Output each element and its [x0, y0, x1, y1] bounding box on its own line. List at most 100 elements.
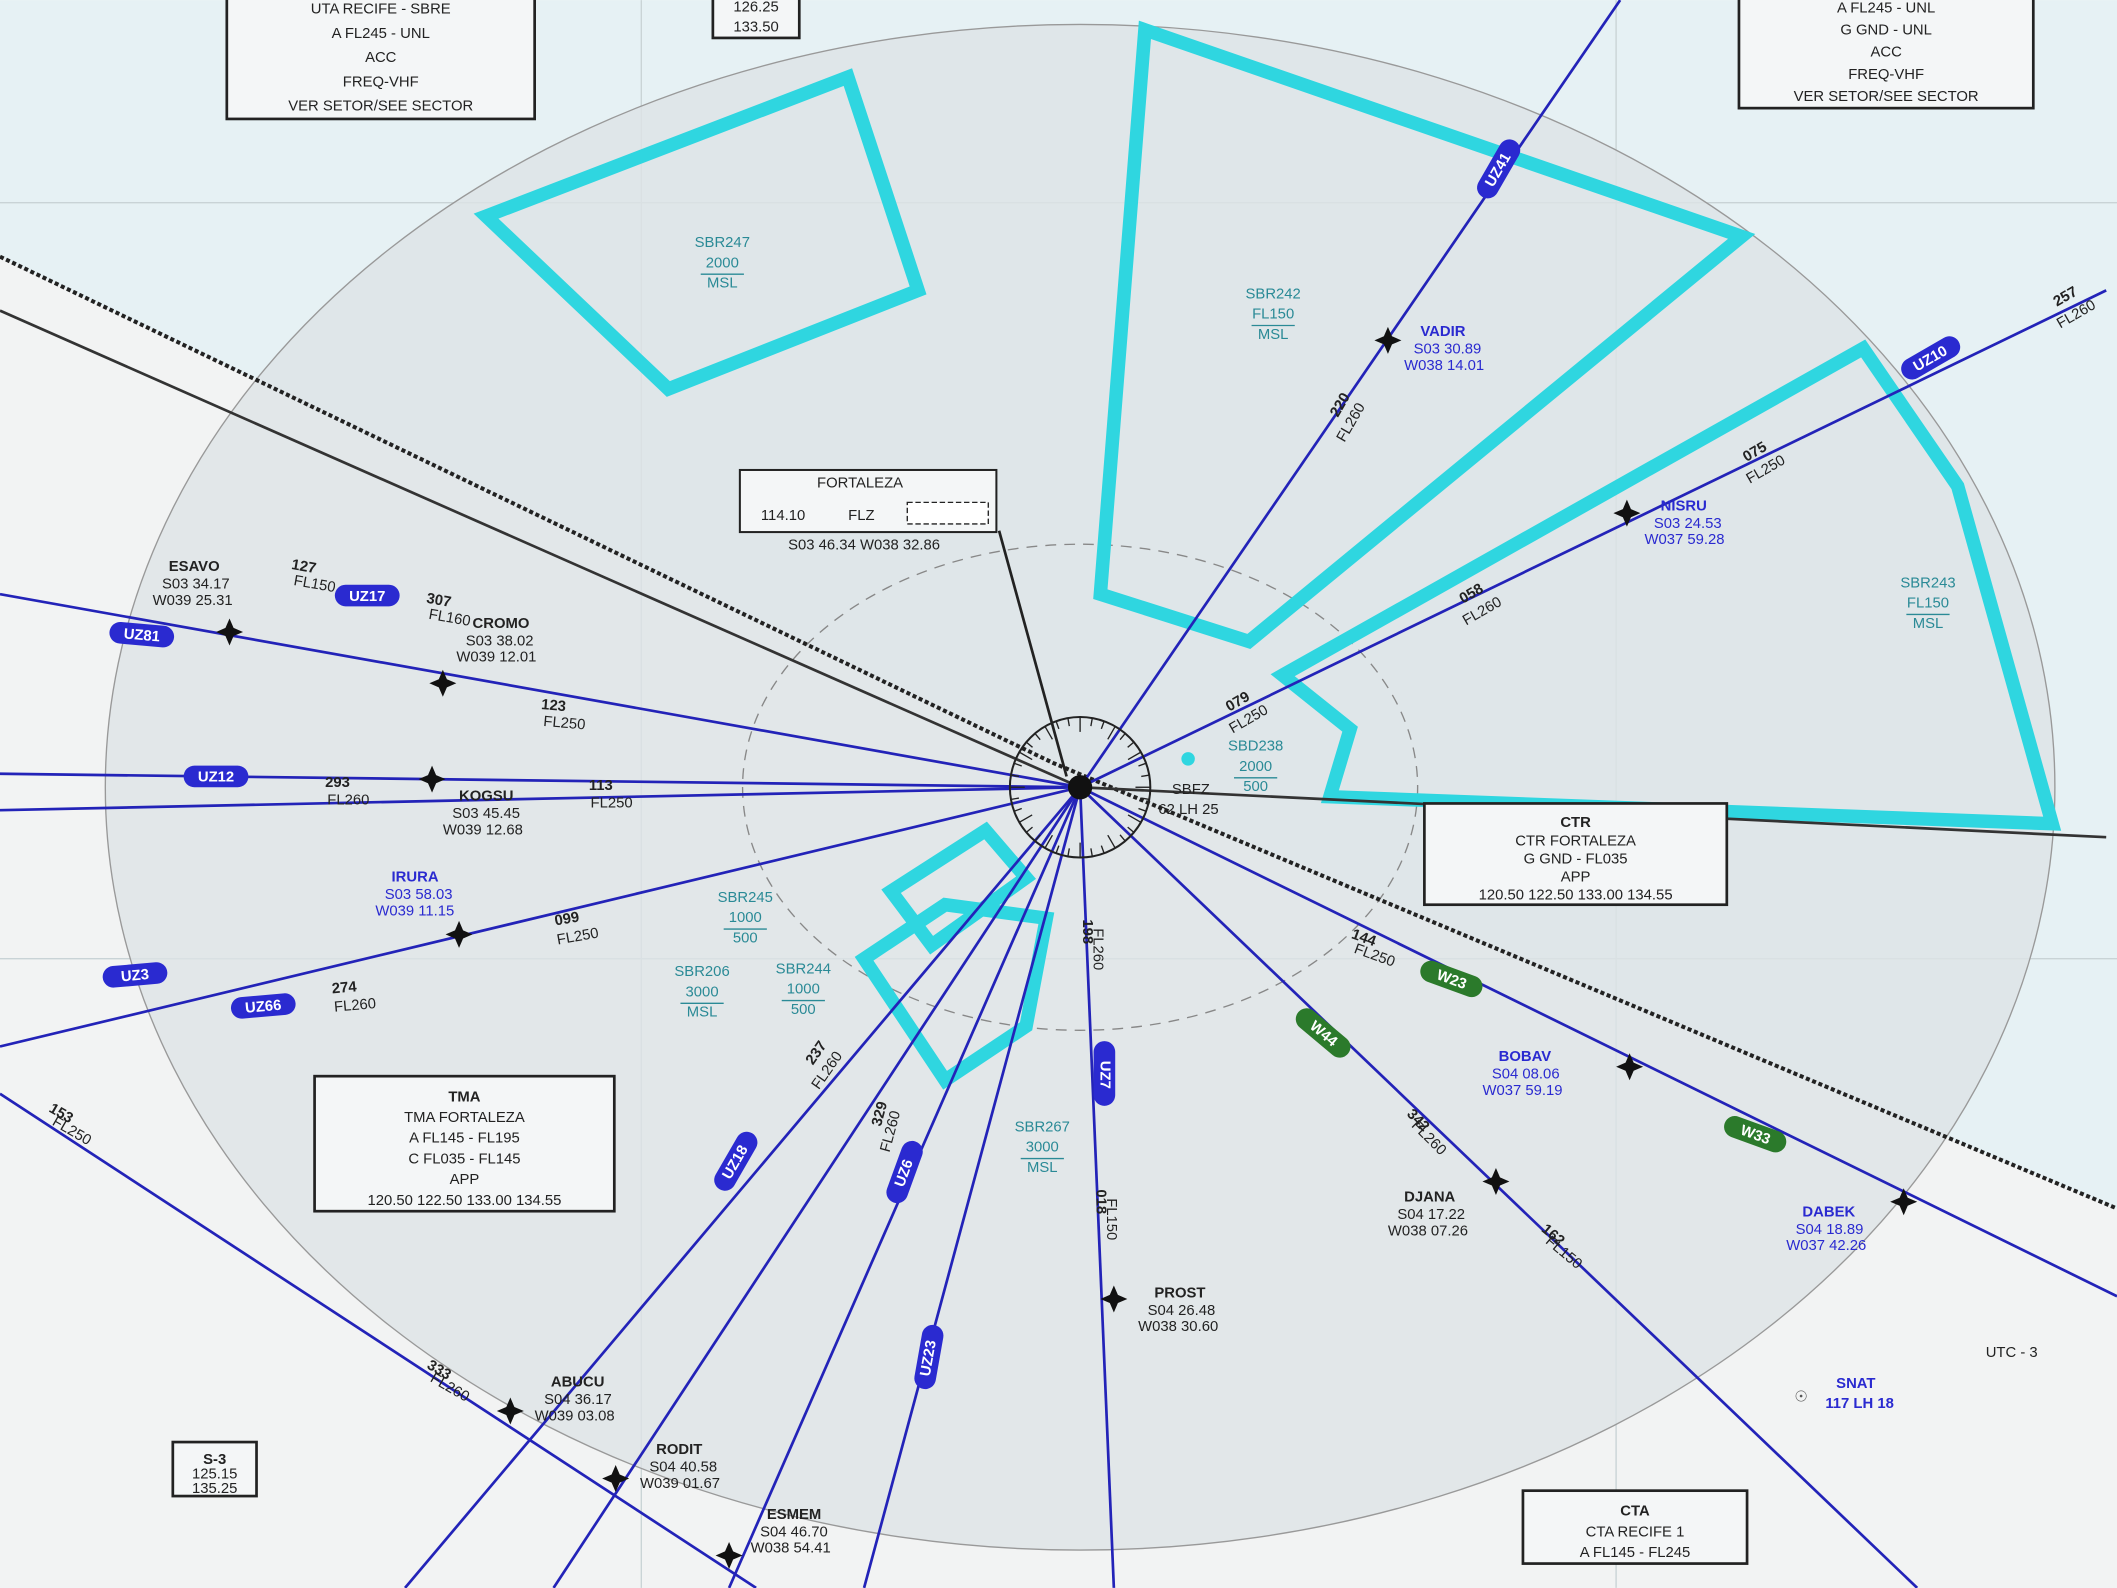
waypoint-name: NISRU	[1661, 498, 1707, 514]
box-line: A FL245 - UNL	[1837, 0, 1935, 16]
waypoint-lon: W039 12.68	[443, 822, 523, 838]
area-ref: MSL	[1027, 1160, 1058, 1176]
waypoint-lat: S04 26.48	[1148, 1303, 1216, 1319]
box-line: CTR	[1560, 815, 1591, 831]
box-line: VER SETOR/SEE SECTOR	[1794, 89, 1979, 105]
waypoint-lon: W037 42.26	[1786, 1238, 1866, 1254]
waypoint-name: PROST	[1154, 1285, 1205, 1301]
box-line: G GND - FL035	[1524, 851, 1628, 867]
area-ref: MSL	[1258, 327, 1289, 343]
area-limit: 2000	[1239, 759, 1272, 775]
waypoint-lat: S04 17.22	[1397, 1207, 1465, 1223]
area-name: SBR242	[1246, 286, 1301, 302]
track-level: FL250	[591, 795, 633, 811]
track-course: 123	[541, 697, 567, 715]
box-line: 120.50 122.50 133.00 134.55	[367, 1193, 561, 1209]
navaid-name: FORTALEZA	[817, 475, 903, 491]
box-line: ACC	[1870, 45, 1902, 61]
waypoint-lon: W037 59.19	[1482, 1083, 1562, 1099]
box-line: TMA	[448, 1089, 480, 1105]
airport-info: 62 LH 25	[1158, 802, 1218, 818]
box-line: APP	[450, 1172, 480, 1188]
navaid-coords: S03 46.34 W038 32.86	[788, 537, 940, 553]
waypoint-name: VADIR	[1420, 324, 1465, 340]
waypoint-lon: W039 12.01	[456, 650, 536, 666]
track-course: 274	[331, 979, 358, 997]
area-ref: 500	[791, 1002, 816, 1018]
area-dot	[1181, 752, 1195, 766]
navaid-freq: 114.10	[761, 508, 805, 524]
area-limit: 2000	[706, 255, 739, 271]
area-limit: 1000	[787, 982, 820, 998]
area-ref: MSL	[687, 1005, 718, 1021]
area-ref: MSL	[1913, 616, 1944, 632]
waypoint-lat: S03 38.02	[466, 633, 534, 649]
airway-ident: UZ17	[349, 589, 385, 605]
snat-symbol: ☉	[1794, 1389, 1807, 1405]
waypoint-lat: S04 36.17	[544, 1392, 612, 1408]
box-line: G GND - UNL	[1840, 23, 1932, 39]
area-ref: 500	[1243, 779, 1268, 795]
waypoint-lat: S04 18.89	[1796, 1222, 1864, 1238]
airway-ident: UZ3	[120, 967, 149, 985]
waypoint-lat: S04 46.70	[760, 1524, 828, 1540]
box-line: C FL035 - FL145	[408, 1151, 520, 1167]
waypoint-lon: W039 03.08	[535, 1408, 615, 1424]
box-line: FREQ-VHF	[343, 74, 419, 90]
area-name: SBR243	[1900, 575, 1955, 591]
waypoint-name: ABUCU	[551, 1375, 605, 1391]
box-line: 133.50	[733, 20, 778, 36]
utc-note: UTC - 3	[1986, 1345, 2038, 1361]
airway-ident: UZ7	[1096, 1061, 1112, 1089]
area-limit: FL150	[1252, 307, 1294, 323]
area-limit: 1000	[729, 910, 762, 926]
snat-ident: SNAT	[1836, 1376, 1875, 1392]
track-course: 113	[589, 778, 613, 794]
waypoint-lat: S03 30.89	[1414, 342, 1482, 358]
box-line: CTA	[1620, 1504, 1650, 1520]
waypoint-lat: S03 45.45	[452, 806, 520, 822]
vor	[1068, 775, 1092, 799]
area-name: SBR244	[776, 961, 831, 977]
aeronautical-chart: SBR247 2000 MSL SBR242 FL150 MSL SBR243 FL150 MS…	[0, 0, 2117, 1588]
area-name: SBR267	[1015, 1119, 1070, 1135]
waypoint-name: CROMO	[473, 616, 530, 632]
area-name: SBR245	[718, 890, 773, 906]
waypoint-lat: S03 34.17	[162, 577, 230, 593]
waypoint-name: RODIT	[656, 1442, 702, 1458]
waypoint-name: DABEK	[1802, 1204, 1855, 1220]
box-line: A FL145 - FL195	[409, 1131, 520, 1147]
area-limit: FL150	[1907, 596, 1949, 612]
box-line: ACC	[365, 50, 397, 66]
box-line: 120.50 122.50 133.00 134.55	[1479, 888, 1673, 904]
box-line: CTR FORTALEZA	[1515, 833, 1636, 849]
waypoint-lon: W039 25.31	[153, 593, 233, 609]
track-level: FL150	[1103, 1198, 1119, 1240]
waypoint-lon: W037 59.28	[1644, 532, 1724, 548]
waypoint-lon: W038 07.26	[1388, 1223, 1468, 1239]
waypoint-lon: W038 54.41	[751, 1541, 831, 1557]
snat-info: 117 LH 18	[1825, 1396, 1894, 1412]
box-line: UTA RECIFE - SBRE	[311, 1, 451, 17]
waypoint-lon: W039 01.67	[640, 1476, 720, 1492]
box-line: 126.25	[733, 0, 778, 15]
waypoint-lat: S03 24.53	[1654, 516, 1722, 532]
waypoint-name: KOGSU	[459, 789, 513, 805]
airway-ident: UZ12	[198, 770, 234, 786]
box-line: CTA RECIFE 1	[1586, 1524, 1685, 1540]
area-limit: 3000	[686, 984, 719, 1000]
area-ref: MSL	[707, 276, 738, 292]
box-line: TMA FORTALEZA	[404, 1110, 525, 1126]
box-line: FREQ-VHF	[1848, 67, 1924, 83]
waypoint-name: IRURA	[392, 870, 439, 886]
area-name: SBD238	[1228, 739, 1283, 755]
waypoint-name: DJANA	[1404, 1190, 1455, 1206]
airway-ident: UZ66	[244, 998, 282, 1017]
morse	[907, 502, 988, 524]
box-line: A FL245 - UNL	[332, 26, 430, 42]
area-name: SBR247	[695, 235, 750, 251]
waypoint-name: ESAVO	[169, 559, 220, 575]
waypoint-lat: S03 58.03	[385, 887, 453, 903]
navaid-ident: FLZ	[848, 508, 874, 524]
area-limit: 3000	[1026, 1140, 1059, 1156]
